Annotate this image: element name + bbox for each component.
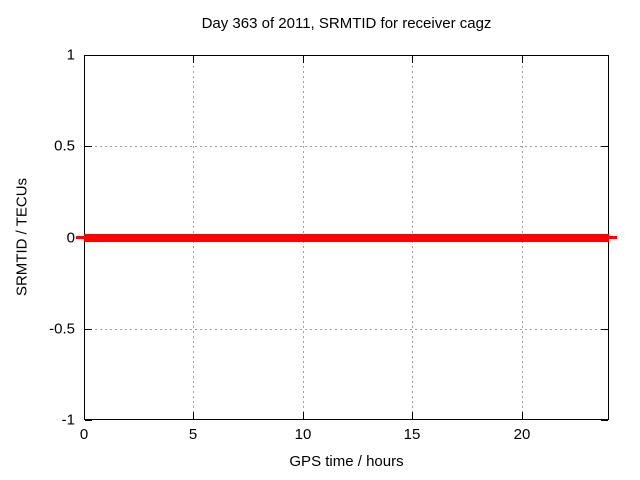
x-tick-label: 15 bbox=[403, 426, 421, 443]
y-tick-label: -0.5 bbox=[49, 320, 75, 338]
chart-title: Day 363 of 2011, SRMTID for receiver cag… bbox=[201, 15, 492, 32]
y-tick-label: 0.5 bbox=[54, 137, 75, 155]
y-tick-mark-right bbox=[601, 329, 608, 330]
y-tick-label: 1 bbox=[66, 46, 75, 64]
x-tick-label: 10 bbox=[294, 426, 312, 443]
y-tick-mark-left bbox=[85, 55, 92, 56]
x-tick-mark-top bbox=[193, 56, 194, 63]
x-tick-label: 5 bbox=[188, 426, 198, 443]
data-series-line bbox=[84, 234, 609, 242]
x-tick-mark-bottom bbox=[193, 412, 194, 419]
x-tick-mark-bottom bbox=[84, 412, 85, 419]
x-tick-mark-bottom bbox=[412, 412, 413, 419]
x-tick-mark-top bbox=[84, 56, 85, 63]
y-gridline bbox=[85, 329, 608, 330]
data-series-line-cap-right bbox=[609, 236, 617, 239]
x-tick-mark-top bbox=[303, 56, 304, 63]
y-tick-mark-left bbox=[85, 146, 92, 147]
data-series-line-cap-left bbox=[76, 236, 84, 239]
x-tick-mark-bottom bbox=[303, 412, 304, 419]
x-tick-mark-bottom bbox=[522, 412, 523, 419]
y-gridline bbox=[85, 146, 608, 147]
x-tick-mark-top bbox=[522, 56, 523, 63]
x-tick-label: 20 bbox=[513, 426, 531, 443]
x-axis-label: GPS time / hours bbox=[289, 453, 404, 470]
y-tick-mark-left bbox=[85, 329, 92, 330]
y-tick-mark-right bbox=[601, 55, 608, 56]
y-tick-label: 0 bbox=[66, 229, 75, 247]
y-tick-mark-right bbox=[601, 146, 608, 147]
x-tick-label: 0 bbox=[79, 426, 89, 443]
x-tick-mark-top bbox=[412, 56, 413, 63]
y-tick-mark-right bbox=[601, 420, 608, 421]
y-tick-label: -1 bbox=[61, 411, 75, 429]
y-tick-mark-left bbox=[85, 420, 92, 421]
